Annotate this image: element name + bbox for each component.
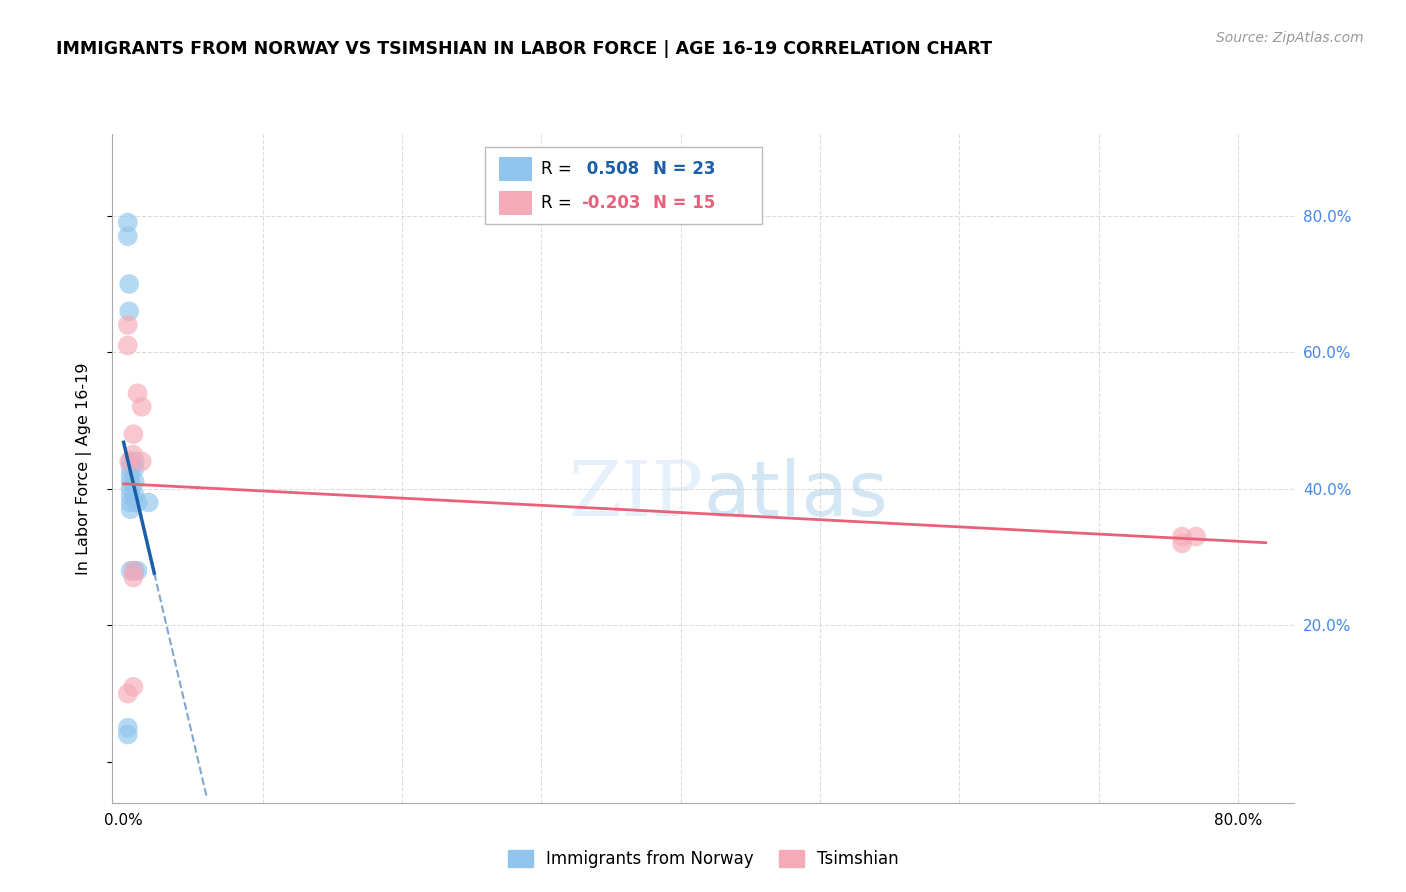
Point [1171, 530, 1194, 544]
Point [122, 448, 145, 462]
Point [118, 277, 141, 291]
Point [120, 564, 142, 578]
Point [131, 454, 153, 468]
Point [127, 564, 149, 578]
Point [138, 495, 160, 509]
FancyBboxPatch shape [499, 191, 531, 215]
Point [120, 495, 142, 509]
Text: N = 15: N = 15 [654, 194, 716, 211]
Point [122, 680, 145, 694]
Point [124, 475, 146, 489]
Point [118, 454, 141, 468]
FancyBboxPatch shape [499, 157, 531, 181]
Point [127, 386, 149, 401]
Point [127, 495, 149, 509]
Point [120, 489, 142, 503]
Point [124, 489, 146, 503]
Y-axis label: In Labor Force | Age 16-19: In Labor Force | Age 16-19 [76, 362, 91, 574]
Point [120, 502, 142, 516]
Point [120, 468, 142, 483]
Point [124, 454, 146, 468]
Point [122, 570, 145, 584]
Point [122, 564, 145, 578]
Point [117, 229, 139, 244]
Point [1185, 530, 1208, 544]
Point [120, 475, 142, 489]
Text: R =: R = [541, 160, 578, 178]
Point [122, 427, 145, 442]
Text: R =: R = [541, 194, 578, 211]
Point [120, 482, 142, 496]
Point [124, 461, 146, 475]
Point [120, 461, 142, 475]
Text: atlas: atlas [703, 458, 887, 532]
Text: Source: ZipAtlas.com: Source: ZipAtlas.com [1216, 31, 1364, 45]
Point [131, 400, 153, 414]
Legend: Immigrants from Norway, Tsimshian: Immigrants from Norway, Tsimshian [501, 843, 905, 875]
Point [120, 454, 142, 468]
Point [124, 564, 146, 578]
Text: 0.508: 0.508 [581, 160, 640, 178]
Point [117, 687, 139, 701]
Point [117, 318, 139, 332]
Point [117, 727, 139, 741]
Point [1171, 536, 1194, 550]
Point [117, 215, 139, 229]
FancyBboxPatch shape [485, 147, 762, 224]
Point [117, 338, 139, 352]
Point [118, 304, 141, 318]
Text: N = 23: N = 23 [654, 160, 716, 178]
Text: IMMIGRANTS FROM NORWAY VS TSIMSHIAN IN LABOR FORCE | AGE 16-19 CORRELATION CHART: IMMIGRANTS FROM NORWAY VS TSIMSHIAN IN L… [56, 40, 993, 58]
Text: ZIP: ZIP [568, 458, 703, 532]
Point [117, 721, 139, 735]
Text: -0.203: -0.203 [581, 194, 641, 211]
